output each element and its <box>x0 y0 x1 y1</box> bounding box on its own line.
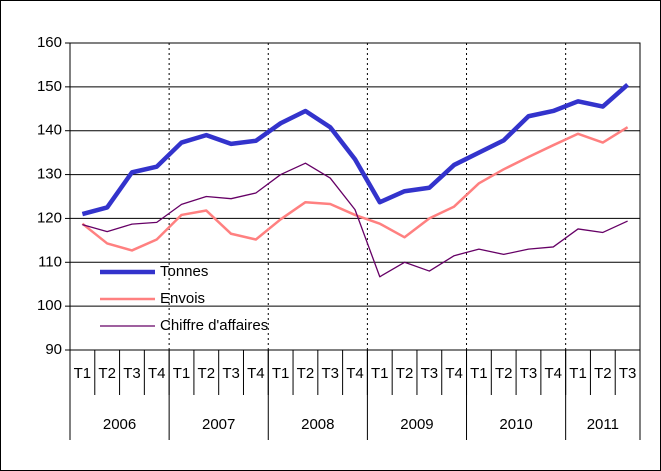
x-tick-label: T1 <box>272 365 290 382</box>
series-line <box>81 126 629 252</box>
x-tick-label: T2 <box>396 365 414 382</box>
x-tick-label: T4 <box>545 365 563 382</box>
x-tick-label: T1 <box>74 365 92 382</box>
y-tick-label: 130 <box>37 166 62 183</box>
y-tick-label: 140 <box>37 122 62 139</box>
y-tick-label: 150 <box>37 78 62 95</box>
x-tick-label: T2 <box>495 365 513 382</box>
legend-label: Tonnes <box>160 263 208 280</box>
x-tick-label: T1 <box>173 365 191 382</box>
x-tick-label: T1 <box>371 365 389 382</box>
legend-label: Envois <box>160 290 205 307</box>
y-tick-label: 90 <box>45 341 62 358</box>
y-tick-label: 120 <box>37 209 62 226</box>
x-tick-label: T3 <box>222 365 240 382</box>
x-tick-label: T4 <box>445 365 463 382</box>
x-tick-label: T3 <box>421 365 439 382</box>
x-tick-label: T2 <box>98 365 116 382</box>
x-tick-label: T4 <box>247 365 265 382</box>
y-tick-label: 160 <box>37 34 62 51</box>
x-tick-label: T4 <box>148 365 166 382</box>
x-tick-label: T3 <box>321 365 339 382</box>
x-tick-label: T2 <box>594 365 612 382</box>
series-line <box>82 162 628 278</box>
year-label: 2011 <box>587 416 619 433</box>
y-tick-label: 110 <box>38 253 62 270</box>
x-tick-label: T3 <box>619 365 637 382</box>
y-tick-label: 100 <box>37 297 62 314</box>
year-label: 2008 <box>301 416 334 433</box>
x-tick-label: T3 <box>520 365 538 382</box>
series-line <box>81 82 630 217</box>
plot-frame <box>69 42 641 351</box>
year-label: 2007 <box>202 416 235 433</box>
x-tick-label: T2 <box>198 365 216 382</box>
year-label: 2010 <box>499 416 532 433</box>
year-label: 2006 <box>103 416 136 433</box>
x-tick-label: T2 <box>297 365 315 382</box>
x-tick-label: T1 <box>470 365 488 382</box>
legend-label: Chiffre d'affaires <box>160 317 268 334</box>
x-tick-label: T3 <box>123 365 141 382</box>
x-tick-label: T4 <box>346 365 364 382</box>
x-tick-label: T1 <box>569 365 587 382</box>
year-label: 2009 <box>400 416 433 433</box>
